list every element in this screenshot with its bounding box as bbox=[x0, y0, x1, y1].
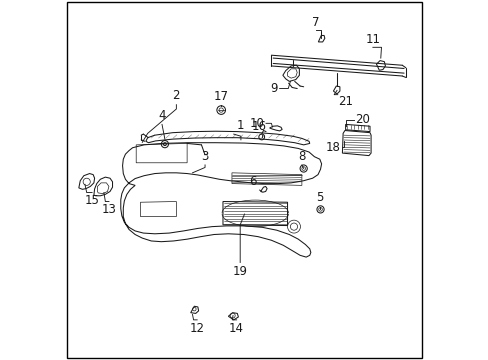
Text: 5: 5 bbox=[315, 192, 323, 204]
Text: 9: 9 bbox=[269, 82, 277, 95]
Text: 2: 2 bbox=[172, 89, 180, 102]
Text: 19: 19 bbox=[232, 265, 247, 278]
Text: 18: 18 bbox=[325, 141, 340, 154]
Text: 12: 12 bbox=[189, 321, 204, 335]
Text: 1: 1 bbox=[237, 118, 244, 132]
Text: 11: 11 bbox=[365, 32, 380, 45]
Text: 4: 4 bbox=[158, 109, 165, 122]
Text: 17: 17 bbox=[213, 90, 228, 103]
Text: 20: 20 bbox=[354, 113, 369, 126]
Text: 8: 8 bbox=[298, 150, 305, 163]
Text: 10: 10 bbox=[249, 117, 264, 130]
Text: 15: 15 bbox=[84, 194, 100, 207]
Text: 3: 3 bbox=[201, 150, 208, 163]
Text: 7: 7 bbox=[312, 16, 319, 29]
Text: 21: 21 bbox=[338, 95, 353, 108]
Text: 6: 6 bbox=[249, 175, 257, 188]
Text: 13: 13 bbox=[102, 203, 116, 216]
Text: 16: 16 bbox=[251, 120, 266, 133]
Text: 14: 14 bbox=[229, 321, 244, 335]
